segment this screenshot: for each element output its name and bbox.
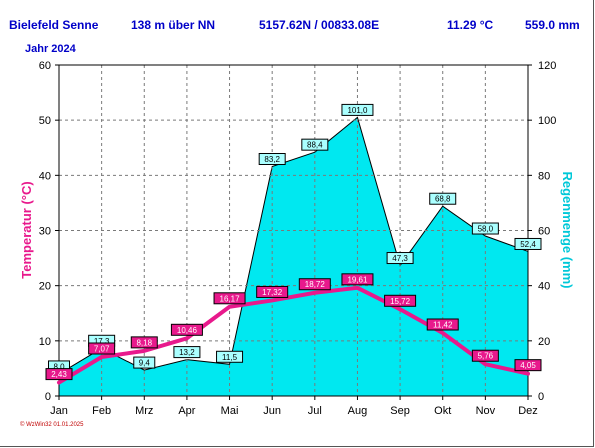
y-tick-label-right: 80 [538, 170, 550, 182]
temperature-value-label-box [341, 273, 374, 286]
temperature-value-label: 16,17 [220, 294, 241, 303]
x-tick-label: Jan [50, 405, 68, 417]
y-tick-label-left: 60 [39, 60, 51, 72]
rain-value-label-box [258, 153, 286, 166]
temperature-value-label-box [426, 318, 459, 331]
y-tick-label-right: 100 [538, 115, 556, 127]
rain-value-label: 83,2 [264, 155, 280, 164]
rain-value-label-box [133, 356, 156, 369]
x-tick-label: Jun [263, 405, 281, 417]
y-tick-label-right: 0 [538, 391, 544, 403]
y-tick-label-right: 40 [538, 281, 550, 293]
rain-value-label: 68,8 [435, 195, 451, 204]
temperature-value-label-box [471, 349, 499, 362]
rain-value-label-box [386, 252, 414, 265]
station-elevation: 138 m über NN [131, 18, 216, 32]
rain-value-label: 88,4 [307, 141, 323, 150]
rain-value-label: 101,0 [347, 106, 368, 115]
temperature-value-label: 18,72 [305, 280, 326, 289]
x-tick-label: Apr [178, 405, 195, 417]
mean-temperature: 11.29 °C [447, 18, 494, 32]
total-rainfall: 559.0 mm [525, 18, 580, 32]
y-tick-label-left: 40 [39, 170, 51, 182]
x-tick-label: Feb [92, 405, 111, 417]
rain-value-label-box [173, 346, 201, 359]
rain-value-label: 9,4 [139, 359, 151, 368]
temperature-value-label: 17,32 [262, 288, 283, 297]
temperature-value-label: 4,05 [520, 361, 536, 370]
x-tick-label: Mrz [135, 405, 153, 417]
temperature-value-label: 19,61 [347, 275, 368, 284]
x-tick-label: Mai [221, 405, 239, 417]
temperature-value-label: 10,46 [177, 326, 198, 335]
y-tick-label-left: 0 [45, 391, 51, 403]
y-axis-label-right: Regenmenge (mm) [560, 171, 575, 288]
rain-value-label-box [301, 138, 329, 151]
x-tick-label: Okt [434, 405, 451, 417]
temperature-value-label: 5,76 [478, 352, 494, 361]
rain-value-label: 11,5 [222, 353, 238, 362]
x-tick-label: Aug [348, 405, 368, 417]
copyright-note: © WzWin32 01.01.2025 [20, 422, 84, 428]
y-tick-label-right: 60 [538, 226, 550, 238]
temperature-value-label: 8,18 [136, 338, 152, 347]
rain-value-label-box [216, 350, 244, 363]
temperature-value-label-box [384, 294, 417, 307]
y-tick-label-left: 50 [39, 115, 51, 127]
y-tick-label-right: 120 [538, 60, 556, 72]
rain-value-label: 52,4 [520, 240, 536, 249]
rain-value-label-box [514, 237, 542, 250]
rain-value-label: 8,0 [53, 362, 65, 371]
rain-value-label: 58,0 [478, 225, 494, 234]
temperature-value-label-box [256, 285, 289, 298]
rain-value-label: 47,3 [392, 254, 408, 263]
temperature-value-label: 7,07 [94, 344, 110, 353]
year-label: Jahr 2024 [25, 43, 76, 55]
x-tick-label: Dez [518, 405, 538, 417]
temperature-value-label-box [170, 323, 203, 336]
temperature-value-label: 2,43 [51, 370, 67, 379]
rain-value-label: 17,3 [94, 337, 110, 346]
x-tick-label: Sep [390, 405, 410, 417]
y-tick-label-left: 10 [39, 336, 51, 348]
rain-value-label-box [429, 192, 457, 205]
y-tick-label-right: 20 [538, 336, 550, 348]
temperature-value-label-box [45, 368, 73, 381]
temperature-value-label: 11,42 [433, 320, 453, 329]
temperature-value-label-box [298, 278, 331, 291]
temperature-line-series [57, 285, 530, 385]
rain-value-label-box [471, 222, 499, 235]
temperature-value-label-box [88, 342, 116, 355]
y-tick-label-left: 20 [39, 281, 51, 293]
station-coordinates: 5157.62N / 00833.08E [259, 18, 380, 32]
station-name: Bielefeld Senne [9, 18, 99, 32]
temperature-value-label-box [514, 359, 542, 372]
rain-value-label-box [341, 103, 374, 116]
y-tick-label-left: 30 [39, 226, 51, 238]
temperature-value-label-box [213, 292, 246, 305]
x-tick-label: Nov [476, 405, 496, 417]
x-tick-label: Jul [308, 405, 322, 417]
rain-value-label: 13,2 [179, 348, 195, 357]
y-axis-label-left: Temperatur (°C) [19, 181, 34, 278]
temperature-value-label-box [130, 336, 158, 349]
temperature-value-label: 15,72 [390, 297, 411, 306]
